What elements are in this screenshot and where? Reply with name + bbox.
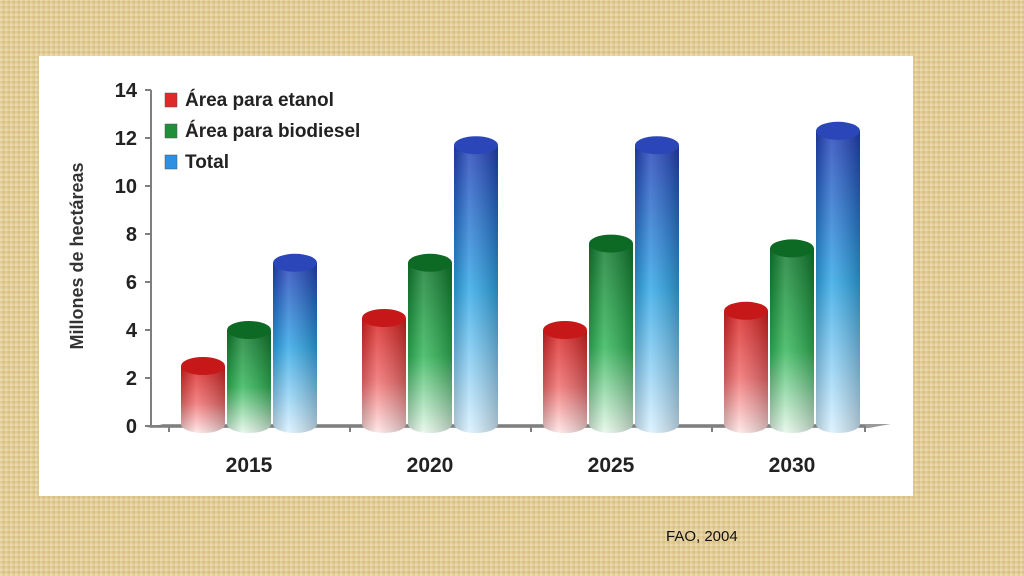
x-tick-label: 2025 bbox=[588, 454, 635, 477]
y-tick-label: 6 bbox=[126, 272, 137, 294]
bar-chart: 0 2 4 6 8 10 12 14 2015 2020 2025 2030 Millones de … bbox=[67, 80, 891, 477]
bar-cap bbox=[724, 301, 768, 320]
bar-cap bbox=[816, 121, 860, 140]
bar-shading bbox=[816, 130, 860, 434]
bar-2015-1 bbox=[227, 321, 271, 433]
y-tick-label: 4 bbox=[126, 320, 138, 342]
bar-shading bbox=[770, 248, 814, 433]
bar-cap bbox=[454, 136, 498, 155]
bar-2025-0 bbox=[543, 321, 587, 433]
bar-shading bbox=[589, 243, 633, 433]
bar-shading bbox=[543, 330, 587, 433]
legend-swatch bbox=[164, 154, 178, 170]
chart-panel: 0 2 4 6 8 10 12 14 2015 2020 2025 2030 Millones de … bbox=[39, 56, 913, 496]
bar-2020-1 bbox=[408, 253, 452, 433]
y-tick-label: 14 bbox=[115, 80, 138, 102]
bar-shading bbox=[454, 145, 498, 433]
bar-2025-1 bbox=[589, 234, 633, 433]
x-tick-label: 2030 bbox=[769, 454, 816, 477]
source-citation: FAO, 2004 bbox=[666, 528, 738, 545]
bar-shading bbox=[635, 145, 679, 433]
legend-label: Área para etanol bbox=[185, 89, 334, 111]
y-tick-label: 12 bbox=[115, 128, 137, 150]
bar-shading bbox=[362, 318, 406, 433]
bar-shading bbox=[273, 262, 317, 433]
bar-cap bbox=[589, 234, 633, 253]
legend-item-2: Total bbox=[164, 152, 229, 173]
legend-item-1: Área para biodiesel bbox=[164, 120, 360, 142]
bar-cap bbox=[273, 253, 317, 272]
bar-2020-0 bbox=[362, 309, 406, 433]
bar-cap bbox=[543, 321, 587, 339]
y-tick-label: 8 bbox=[126, 224, 137, 246]
bar-2030-0 bbox=[724, 301, 768, 433]
bar-2030-2 bbox=[816, 121, 860, 434]
legend-label: Área para biodiesel bbox=[185, 120, 360, 142]
bar-cap bbox=[770, 239, 814, 258]
legend-item-0: Área para etanol bbox=[164, 89, 334, 111]
x-tick-label: 2020 bbox=[407, 454, 454, 477]
legend-label: Total bbox=[185, 152, 229, 173]
y-tick-label: 2 bbox=[126, 368, 137, 390]
bar-shading bbox=[408, 262, 452, 433]
y-axis-label: Millones de hectáreas bbox=[67, 162, 87, 349]
y-tick-label: 10 bbox=[115, 176, 137, 198]
bar-2015-2 bbox=[273, 253, 317, 433]
bar-cap bbox=[362, 309, 406, 327]
bar-cap bbox=[408, 253, 452, 272]
bar-2020-2 bbox=[454, 136, 498, 433]
x-tick-label: 2015 bbox=[226, 454, 273, 477]
bar-shading bbox=[181, 366, 225, 433]
bar-shading bbox=[724, 310, 768, 433]
bar-2015-0 bbox=[181, 357, 225, 433]
bar-shading bbox=[227, 330, 271, 433]
y-tick-label: 0 bbox=[126, 416, 137, 438]
bar-2025-2 bbox=[635, 136, 679, 433]
bar-cap bbox=[635, 136, 679, 155]
bar-cap bbox=[227, 321, 271, 339]
legend-swatch bbox=[164, 92, 178, 108]
bar-cap bbox=[181, 357, 225, 375]
bar-2030-1 bbox=[770, 239, 814, 433]
legend-swatch bbox=[164, 123, 178, 139]
